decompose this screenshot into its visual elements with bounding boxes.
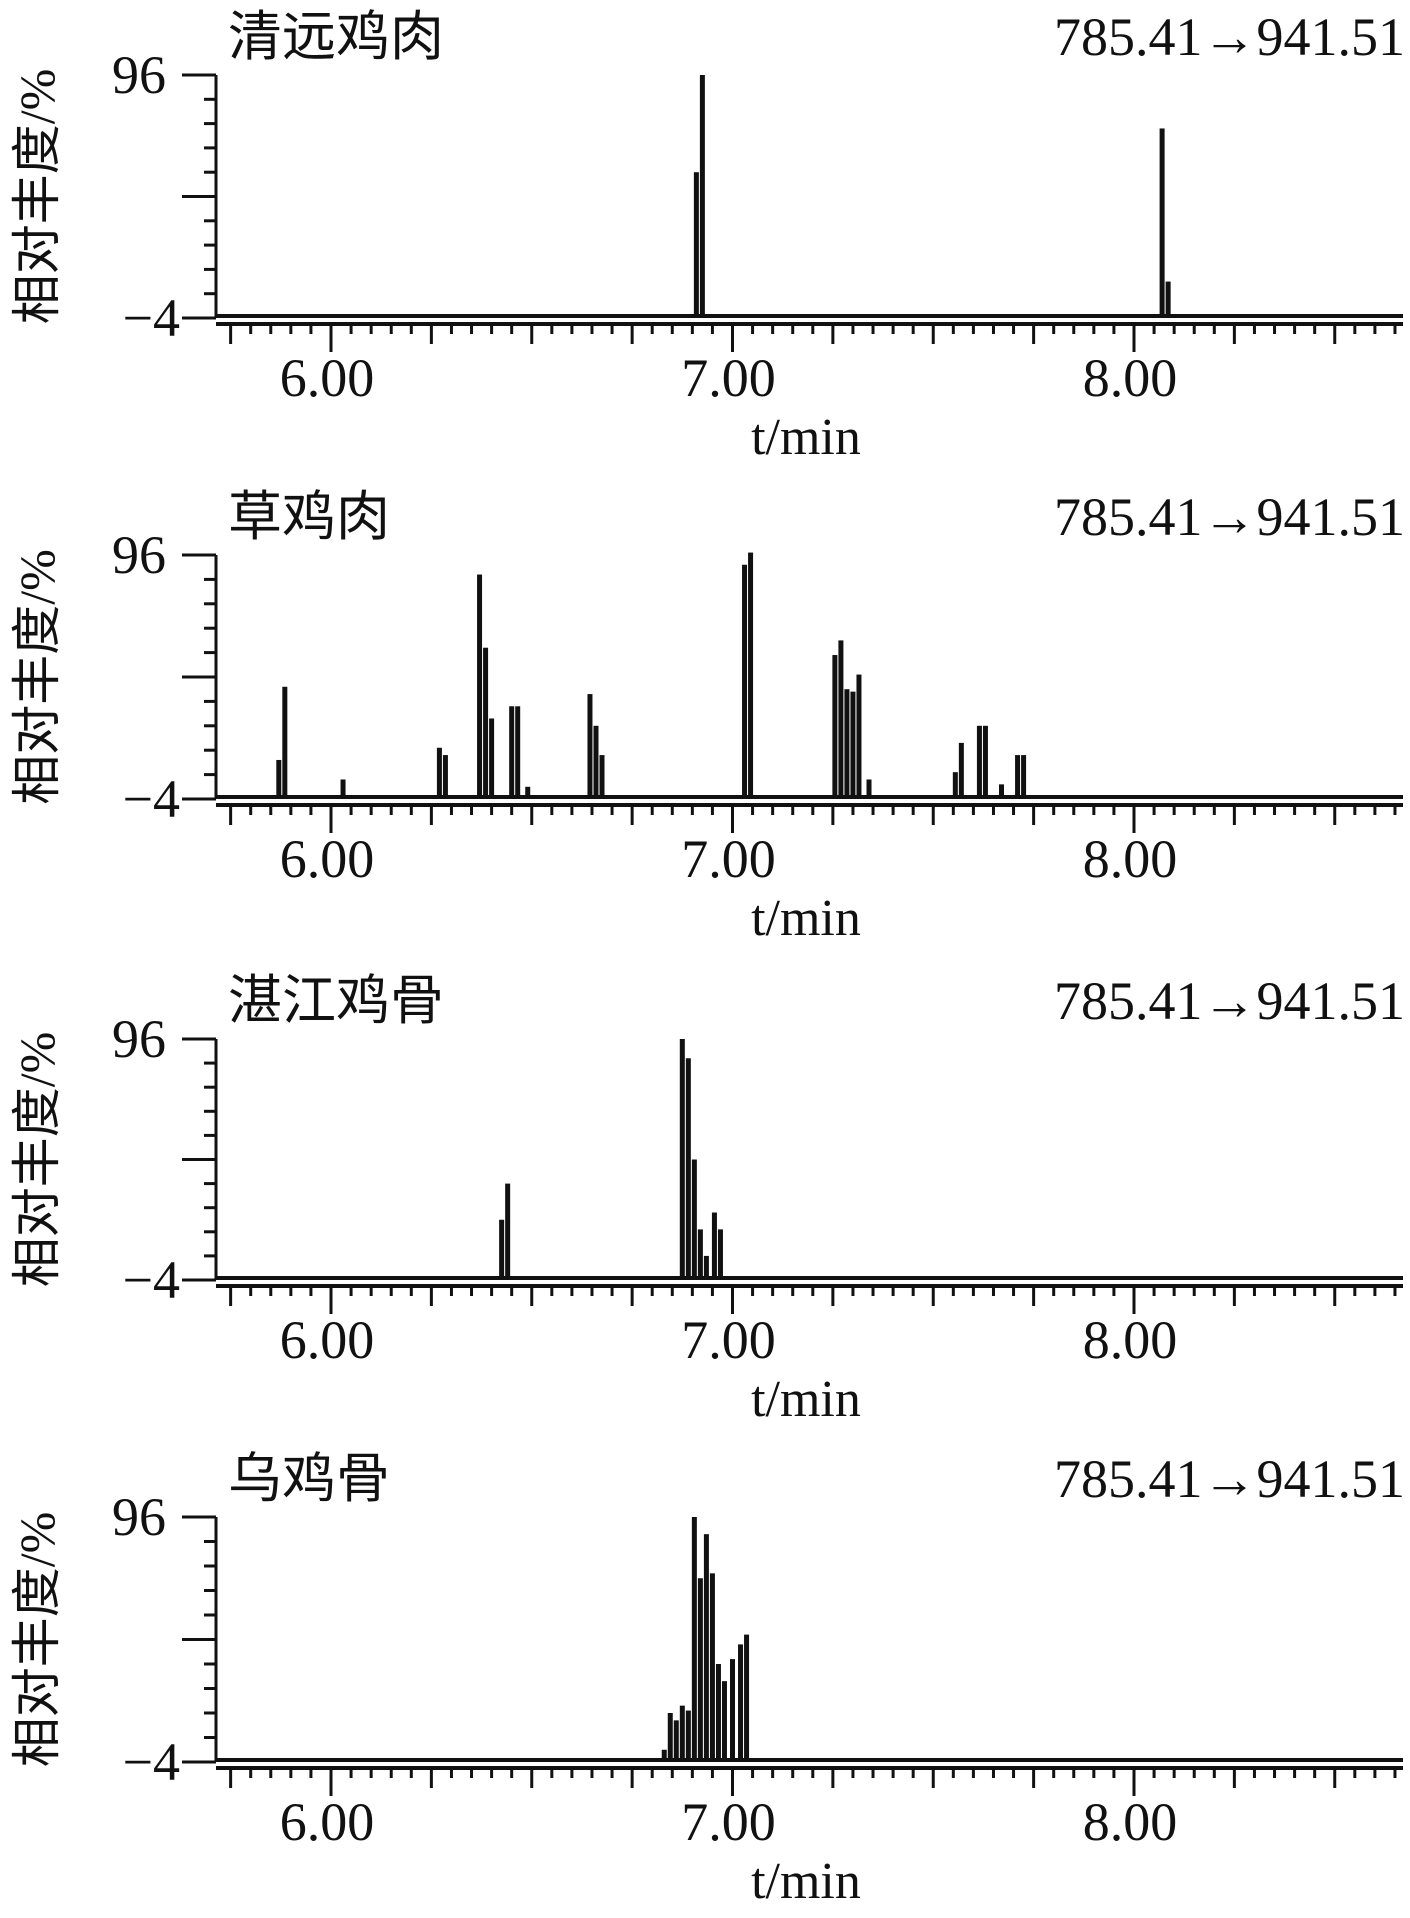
peak-bar — [593, 725, 599, 797]
panel-title: 乌鸡骨 — [228, 1449, 390, 1509]
peak-bar — [525, 786, 531, 797]
chart-panel-3: 96 −4 相对丰度/% 6.00 7.00 8.00 t/min 湛江鸡骨 785.41→94… — [9, 971, 1405, 1428]
chart-panel-2: 96 −4 相对丰度/% 6.00 7.00 8.00 t/min 草鸡肉 785.41→941… — [9, 487, 1405, 947]
x-axis-title: t/min — [751, 1371, 861, 1428]
x-axis-title: t/min — [751, 409, 861, 466]
peak-bar — [999, 784, 1005, 797]
panel-title: 草鸡肉 — [228, 487, 390, 547]
peak-bar — [850, 691, 856, 797]
peak-bar — [661, 1749, 667, 1760]
peak-bar — [699, 75, 705, 316]
peak-bar — [691, 1517, 697, 1760]
y-axis-title: 相对丰度/% — [9, 549, 65, 805]
peak-bar — [509, 706, 515, 797]
peak-bar — [958, 742, 964, 797]
y-tick-label-min: −4 — [123, 769, 180, 829]
transition-label: 785.41→941.51 — [1054, 1449, 1405, 1509]
peak-bar — [505, 1183, 511, 1278]
y-tick-label-min: −4 — [123, 288, 180, 348]
peak-bar — [477, 574, 483, 797]
y-axis-title: 相对丰度/% — [9, 69, 65, 325]
peak-bar — [721, 1681, 727, 1760]
transition-label: 785.41→941.51 — [1054, 971, 1405, 1031]
y-tick-label-max: 96 — [112, 525, 166, 585]
peak-bar — [709, 1573, 715, 1760]
peak-bar — [711, 1212, 717, 1278]
panel-title: 湛江鸡骨 — [228, 971, 444, 1031]
peak-bar — [748, 552, 754, 797]
peak-bar — [673, 1720, 679, 1760]
y-axis-title: 相对丰度/% — [9, 1032, 65, 1288]
peak-bar — [856, 674, 862, 797]
peak-bar — [515, 706, 521, 797]
peak-bar — [483, 647, 489, 797]
peak-bar — [599, 755, 605, 797]
x-tick-label: 7.00 — [681, 1310, 776, 1370]
peak-bar — [499, 1219, 505, 1278]
peak-bar — [1015, 755, 1021, 797]
peak-bar — [340, 779, 346, 797]
peak-bar — [489, 718, 495, 797]
peak-bar — [693, 172, 699, 316]
x-axis-title: t/min — [751, 1853, 861, 1910]
x-axis-title: t/min — [751, 890, 861, 947]
peak-bar — [697, 1229, 703, 1278]
transition-label: 785.41→941.51 — [1054, 7, 1405, 67]
peak-bar — [679, 1705, 685, 1760]
y-tick-label-min: −4 — [123, 1732, 180, 1792]
x-tick-label: 6.00 — [280, 829, 375, 889]
peak-bar — [703, 1255, 709, 1278]
peak-bar — [844, 689, 850, 797]
y-tick-label-max: 96 — [112, 1487, 166, 1547]
peak-bar — [982, 725, 988, 797]
peak-bar — [952, 772, 958, 797]
peak-bar — [742, 564, 748, 797]
peak-bar — [1159, 128, 1165, 316]
peak-bar — [976, 725, 982, 797]
peak-bar — [282, 686, 288, 797]
peak-bar — [691, 1159, 697, 1278]
peak-bar — [587, 694, 593, 797]
peak-bar — [866, 779, 872, 797]
x-tick-label: 8.00 — [1083, 829, 1178, 889]
peak-bar — [838, 640, 844, 797]
chart-panel-1: 96 −4 相对丰度/% 6.00 7.00 8.00 t/min 清远鸡肉 785.41→94… — [9, 7, 1405, 466]
x-tick-label: 6.00 — [280, 1310, 375, 1370]
peak-bar — [1021, 755, 1027, 797]
y-tick-label-max: 96 — [112, 1009, 166, 1069]
x-tick-label: 7.00 — [681, 348, 776, 408]
chart-panel-4: 96 −4 相对丰度/% 6.00 7.00 8.00 t/min 乌鸡骨 785.41→941… — [9, 1449, 1405, 1910]
peak-bar — [436, 747, 442, 797]
peak-bar — [715, 1664, 721, 1760]
peak-bar — [442, 755, 448, 797]
x-tick-label: 8.00 — [1083, 348, 1178, 408]
peak-bar — [697, 1578, 703, 1760]
peak-bar — [667, 1713, 673, 1760]
x-tick-label: 7.00 — [681, 829, 776, 889]
peak-bar — [730, 1659, 735, 1760]
x-tick-label: 8.00 — [1083, 1792, 1178, 1852]
peak-bar — [832, 655, 838, 797]
y-axis-title: 相对丰度/% — [9, 1512, 65, 1768]
x-tick-label: 7.00 — [681, 1792, 776, 1852]
peak-bar — [276, 759, 282, 797]
peak-bar — [744, 1634, 750, 1760]
peak-bar — [1165, 281, 1171, 316]
panel-title: 清远鸡肉 — [228, 7, 444, 67]
peak-bar — [685, 1710, 691, 1760]
x-tick-label: 6.00 — [280, 348, 375, 408]
peak-bar — [703, 1534, 709, 1760]
transition-label: 785.41→941.51 — [1054, 487, 1405, 547]
peak-bar — [717, 1229, 723, 1278]
peak-bar — [738, 1644, 744, 1760]
x-tick-label: 6.00 — [280, 1792, 375, 1852]
x-tick-label: 8.00 — [1083, 1310, 1178, 1370]
peak-bar — [679, 1039, 685, 1278]
peak-bar — [685, 1058, 691, 1278]
y-tick-label-max: 96 — [112, 45, 166, 105]
y-tick-label-min: −4 — [123, 1250, 180, 1310]
